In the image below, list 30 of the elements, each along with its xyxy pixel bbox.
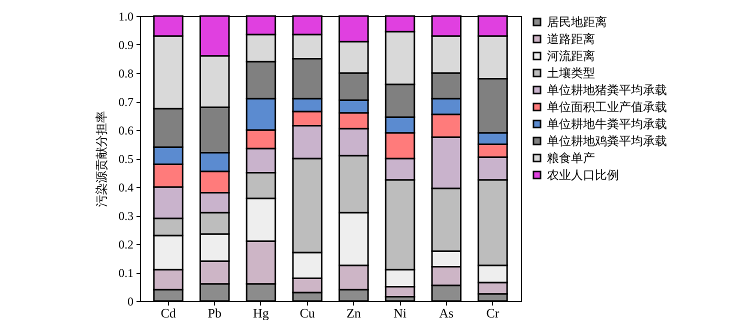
y-tick-label: 0.6 <box>118 124 134 138</box>
x-tick-label: Cd <box>160 306 176 320</box>
x-tick-label: Cr <box>486 306 500 320</box>
legend-label: 单位耕地牛粪平均承载 <box>547 117 667 131</box>
legend-label: 居民地距离 <box>547 15 607 29</box>
y-tick-label: 0 <box>128 294 134 308</box>
y-tick-label: 0.1 <box>118 266 134 280</box>
legend-label: 道路距离 <box>547 32 595 46</box>
y-tick-label: 0.9 <box>118 38 134 52</box>
y-tick-label: 1.0 <box>118 10 134 24</box>
y-axis-title: 污染源贡献分担率 <box>94 111 108 207</box>
legend-label: 河流距离 <box>547 49 595 63</box>
legend-label: 粮食单产 <box>547 151 595 165</box>
x-tick-label: As <box>439 306 454 320</box>
x-tick-label: Ni <box>394 306 407 320</box>
y-tick-label: 0.7 <box>118 95 134 109</box>
legend-label: 单位耕地鸡粪平均承载 <box>547 134 667 148</box>
y-tick-label: 0.4 <box>118 180 134 194</box>
legend-label: 农业人口比例 <box>547 168 619 182</box>
y-tick-label: 0.5 <box>118 152 134 166</box>
y-tick-label: 0.2 <box>118 238 134 252</box>
legend-label: 单位面积工业产值承载 <box>547 100 667 114</box>
x-tick-label: Hg <box>253 306 270 320</box>
x-tick-label: Pb <box>208 306 222 320</box>
x-tick-label: Cu <box>300 306 316 320</box>
legend-label: 单位耕地猪粪平均承载 <box>547 83 667 97</box>
x-tick-label: Zn <box>346 306 362 320</box>
y-tick-label: 0.8 <box>118 66 134 80</box>
y-tick-label: 0.3 <box>118 209 134 223</box>
legend-label: 土壤类型 <box>547 66 595 80</box>
